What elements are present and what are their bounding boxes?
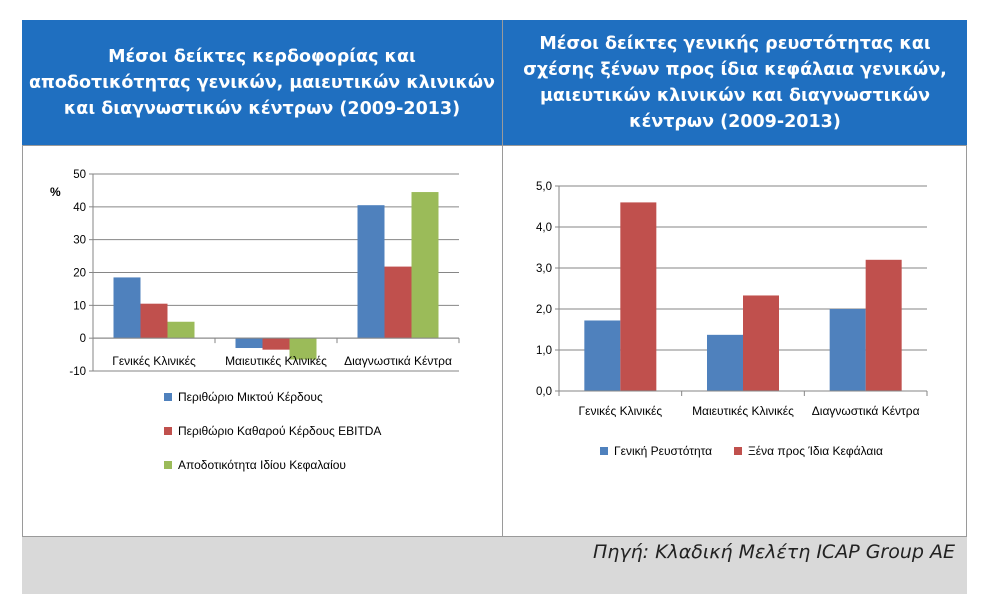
bar [262,338,290,350]
right-chart-title: Μέσοι δείκτες γενικής ρευστότητας και σχέ… [503,20,967,145]
category-label: Μαιευτικές Κλινικές [692,404,794,418]
bar [289,338,317,360]
legend-label: Γενική Ρευστότητα [614,444,712,458]
y-tick-label: 40 [73,202,86,214]
right-title-line-2: σχέσης ξένων προς ίδια κεφάλαια γενικών, [523,59,947,80]
y-axis-label: % [50,185,61,199]
left-title-line-3: και διαγνωστικών κέντρων (2009-2013) [63,98,461,119]
bar [829,309,866,391]
bar [140,303,168,339]
bar [620,202,657,391]
header-divider [22,145,967,146]
panel-divider [502,20,503,536]
category-label: Γενικές Κλινικές [112,354,196,368]
bar [235,338,263,349]
liquidity-bar-chart: 0,0 1,0 2,0 3,0 4,0 5,0 Γενικές Κλινικές Μαιευτ… [536,181,928,458]
y-tick-label: 0,0 [536,386,552,398]
legend-label: Αποδοτικότητα Ιδίου Κεφαλαίου [178,458,346,472]
bar [707,334,743,391]
bar [865,259,902,391]
y-tick-label: 10 [73,300,86,312]
bar [411,192,439,339]
y-tick-label: 2,0 [536,304,552,316]
y-tick-label: 5,0 [536,181,552,193]
bar [357,205,385,339]
left-title-line-2: αποδοτικότητας γενικών, μαιευτικών κλινι… [29,72,495,93]
category-label: Διαγνωστικά Κέντρα [812,404,920,418]
y-tick-label: -10 [69,366,86,378]
bar [384,266,412,339]
right-title-line-4: κέντρων (2009-2013) [629,111,841,132]
y-tick-label: 3,0 [536,263,552,275]
bar [113,277,141,339]
left-chart-title: Μέσοι δείκτες κερδοφορίας και αποδοτικότη… [22,20,502,145]
y-tick-label: 30 [73,235,86,247]
legend-swatch [734,447,742,455]
source-note: Πηγή: Κλαδική Μελέτη ICAP Group AE [593,541,955,563]
category-label: Μαιευτικές Κλινικές [225,354,327,368]
bar [743,295,779,391]
bar [167,321,195,339]
right-title-line-3: μαιευτικών κλινικών και διαγνωστικών [539,85,931,106]
left-title-line-1: Μέσοι δείκτες κερδοφορίας και [108,46,416,67]
right-title-line-1: Μέσοι δείκτες γενικής ρευστότητας και [539,33,931,54]
legend-swatch [600,447,608,455]
y-tick-label: 20 [73,268,86,280]
category-label: Διαγνωστικά Κέντρα [344,354,452,368]
legend-label: Περιθώριο Καθαρού Κέρδους EBITDA [178,424,381,438]
y-tick-label: 0 [80,333,86,345]
category-label: Γενικές Κλινικές [579,404,663,418]
y-tick-label: 50 [73,169,86,181]
legend-swatch [164,427,172,435]
footer-bar: Πηγή: Κλαδική Μελέτη ICAP Group AE [22,536,967,594]
legend-label: Ξένα προς Ίδια Κεφάλαια [748,444,883,458]
y-tick-label: 1,0 [536,345,552,357]
bar [584,320,621,391]
legend-swatch [164,393,172,401]
legend-label: Περιθώριο Μικτού Κέρδους [178,390,323,404]
profitability-bar-chart: -10 0 10 20 30 40 50 Γενικές Κλινικές Μαιευτικές… [50,169,460,472]
y-tick-label: 4,0 [536,222,552,234]
legend-swatch [164,461,172,469]
